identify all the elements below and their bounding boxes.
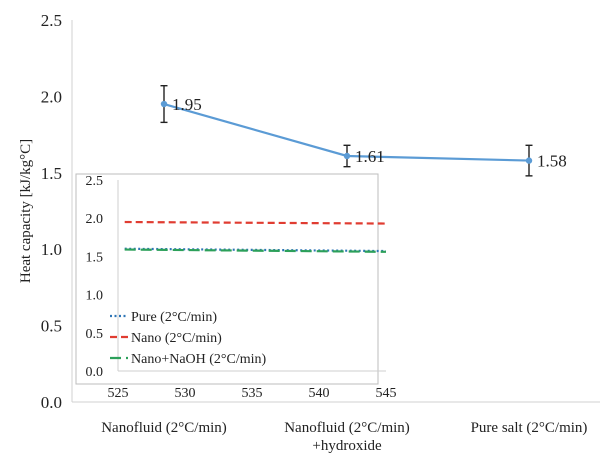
inset-y-tick-label: 2.5 (86, 174, 104, 189)
y-tick-label: 0.5 (41, 317, 62, 336)
legend-label: Pure (2°C/min) (131, 310, 217, 325)
y-tick-label: 2.0 (41, 87, 62, 106)
inset-chart: 0.0 0.5 1.0 1.5 2.0 2.5 525 530 535 540 545 Pure (2… (75, 173, 397, 401)
y-axis-title: Heat capacity [kJ/kg°C] (18, 139, 34, 283)
inset-frame (75, 173, 379, 385)
x-category-label: Pure salt (2°C/min) (471, 420, 588, 436)
inset-series-line (124, 248, 387, 253)
data-point (343, 152, 351, 160)
y-tick-label: 1.5 (41, 164, 62, 183)
data-label: 1.61 (355, 147, 385, 166)
inset-y-tick-label: 1.0 (86, 289, 104, 304)
inset-y-tick-label: 0.0 (86, 365, 104, 380)
y-tick-label: 2.5 (41, 11, 62, 30)
data-label: 1.58 (537, 152, 567, 171)
inset-legend: Pure (2°C/min) Nano (2°C/min) Nano+NaOH (2… (110, 310, 267, 367)
inset-y-tick-label: 0.5 (86, 327, 104, 342)
inset-x-tick-label: 545 (376, 386, 397, 401)
legend-label: Nano (2°C/min) (131, 331, 222, 346)
inset-y-tick-label: 2.0 (86, 212, 104, 227)
x-category-label: +hydroxide (312, 438, 382, 454)
y-tick-label: 0.0 (41, 393, 62, 412)
inset-x-tick-label: 530 (175, 386, 196, 401)
x-category-label: Nanofluid (2°C/min) (101, 420, 227, 436)
x-category-label: Nanofluid (2°C/min) (284, 420, 410, 436)
data-label: 1.95 (172, 95, 202, 114)
data-point (160, 100, 168, 108)
inset-x-tick-label: 525 (108, 386, 129, 401)
data-point (525, 157, 533, 164)
inset-y-tick-label: 1.5 (86, 250, 104, 265)
legend-label: Nano+NaOH (2°C/min) (131, 352, 267, 367)
inset-x-tick-label: 535 (242, 386, 263, 401)
inset-x-tick-label: 540 (309, 386, 330, 401)
y-tick-label: 1.0 (41, 240, 62, 259)
main-chart: 0.0 0.5 1.0 1.5 2.0 2.5 Heat capacity [kJ/kg°C… (18, 11, 600, 454)
